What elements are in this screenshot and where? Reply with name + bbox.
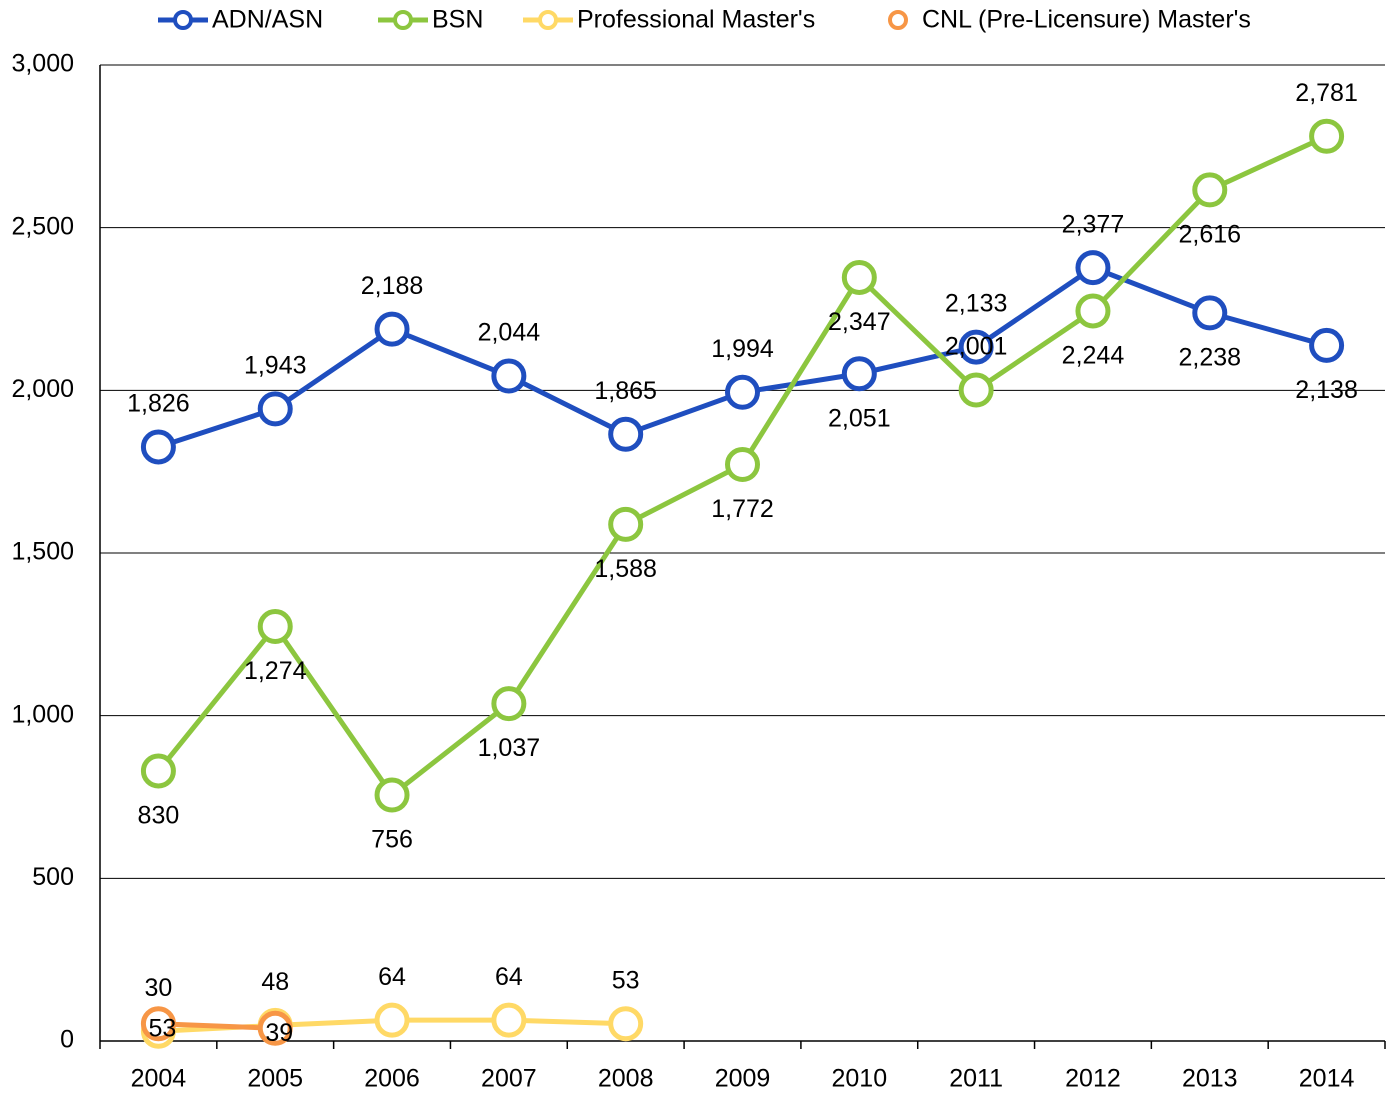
x-tick-label: 2007	[481, 1065, 537, 1093]
data-label: 2,001	[945, 333, 1008, 361]
x-tick-label: 2012	[1065, 1065, 1121, 1093]
legend-marker	[888, 10, 908, 30]
data-label: 1,994	[711, 335, 774, 363]
marker	[374, 1002, 410, 1038]
x-tick-label: 2008	[598, 1065, 654, 1093]
legend-label: ADN/ASN	[212, 6, 323, 34]
data-label: 48	[261, 968, 289, 996]
data-label: 2,377	[1062, 210, 1125, 238]
data-label: 53	[612, 966, 640, 994]
data-label: 1,865	[594, 377, 657, 405]
marker	[140, 429, 176, 465]
y-tick-label: 500	[32, 863, 74, 891]
y-tick-label: 1,500	[11, 538, 74, 566]
marker	[491, 358, 527, 394]
y-tick-label: 1,000	[11, 700, 74, 728]
legend-label: Professional Master's	[577, 6, 815, 34]
x-tick-label: 2013	[1182, 1065, 1238, 1093]
marker	[608, 416, 644, 452]
x-tick-label: 2009	[715, 1065, 771, 1093]
data-label: 1,772	[711, 495, 774, 523]
marker	[725, 447, 760, 483]
data-label: 1,588	[594, 555, 657, 583]
marker	[958, 372, 994, 408]
series-line	[158, 1021, 276, 1031]
y-tick-label: 0	[60, 1026, 74, 1054]
data-label: 2,616	[1178, 221, 1241, 249]
data-label: 2,347	[828, 308, 891, 336]
legend-label: CNL (Pre-Licensure) Master's	[922, 6, 1251, 34]
marker	[841, 259, 877, 295]
legend-marker	[538, 10, 558, 30]
marker	[1075, 293, 1111, 329]
data-label: 2,238	[1178, 344, 1241, 372]
data-label: 830	[138, 802, 180, 830]
marker	[1075, 250, 1111, 286]
marker	[140, 1006, 176, 1042]
marker	[841, 356, 877, 392]
data-label: 64	[378, 963, 406, 991]
marker	[1309, 118, 1345, 154]
data-label: 1,037	[478, 734, 541, 762]
x-tick-label: 2014	[1299, 1065, 1355, 1093]
legend-marker	[173, 10, 193, 30]
legend-marker	[393, 10, 413, 30]
marker	[140, 753, 176, 789]
x-tick-label: 2006	[364, 1065, 420, 1093]
marker	[257, 609, 293, 645]
marker	[257, 1010, 293, 1046]
data-label: 2,781	[1295, 79, 1358, 107]
marker	[958, 329, 994, 365]
data-label: 2,133	[945, 290, 1008, 318]
data-label: 53	[149, 1014, 177, 1042]
x-tick-label: 2005	[247, 1065, 303, 1093]
marker	[257, 391, 293, 427]
marker	[491, 1002, 527, 1038]
marker	[608, 506, 644, 542]
legend-label: BSN	[432, 6, 483, 34]
x-tick-label: 2010	[832, 1065, 888, 1093]
data-label: 39	[265, 1019, 293, 1047]
marker	[1192, 295, 1228, 331]
marker	[1192, 172, 1228, 208]
data-label: 1,274	[244, 657, 307, 685]
y-tick-label: 3,000	[11, 50, 74, 78]
data-label: 2,138	[1295, 376, 1358, 404]
x-tick-label: 2011	[949, 1065, 1003, 1093]
marker	[374, 777, 410, 813]
y-tick-label: 2,000	[11, 375, 74, 403]
marker	[725, 374, 760, 410]
data-label: 30	[145, 974, 173, 1002]
marker	[374, 311, 410, 347]
x-tick-label: 2004	[131, 1065, 187, 1093]
data-label: 2,188	[361, 272, 424, 300]
data-label: 1,943	[244, 351, 307, 379]
data-label: 2,051	[828, 404, 891, 432]
marker	[1309, 327, 1345, 363]
data-label: 1,826	[127, 390, 190, 418]
data-label: 756	[371, 826, 413, 854]
marker	[491, 686, 527, 722]
marker	[608, 1006, 644, 1042]
data-label: 2,244	[1062, 342, 1125, 370]
data-label: 2,044	[478, 319, 541, 347]
data-label: 64	[495, 963, 523, 991]
y-tick-label: 2,500	[11, 212, 74, 240]
